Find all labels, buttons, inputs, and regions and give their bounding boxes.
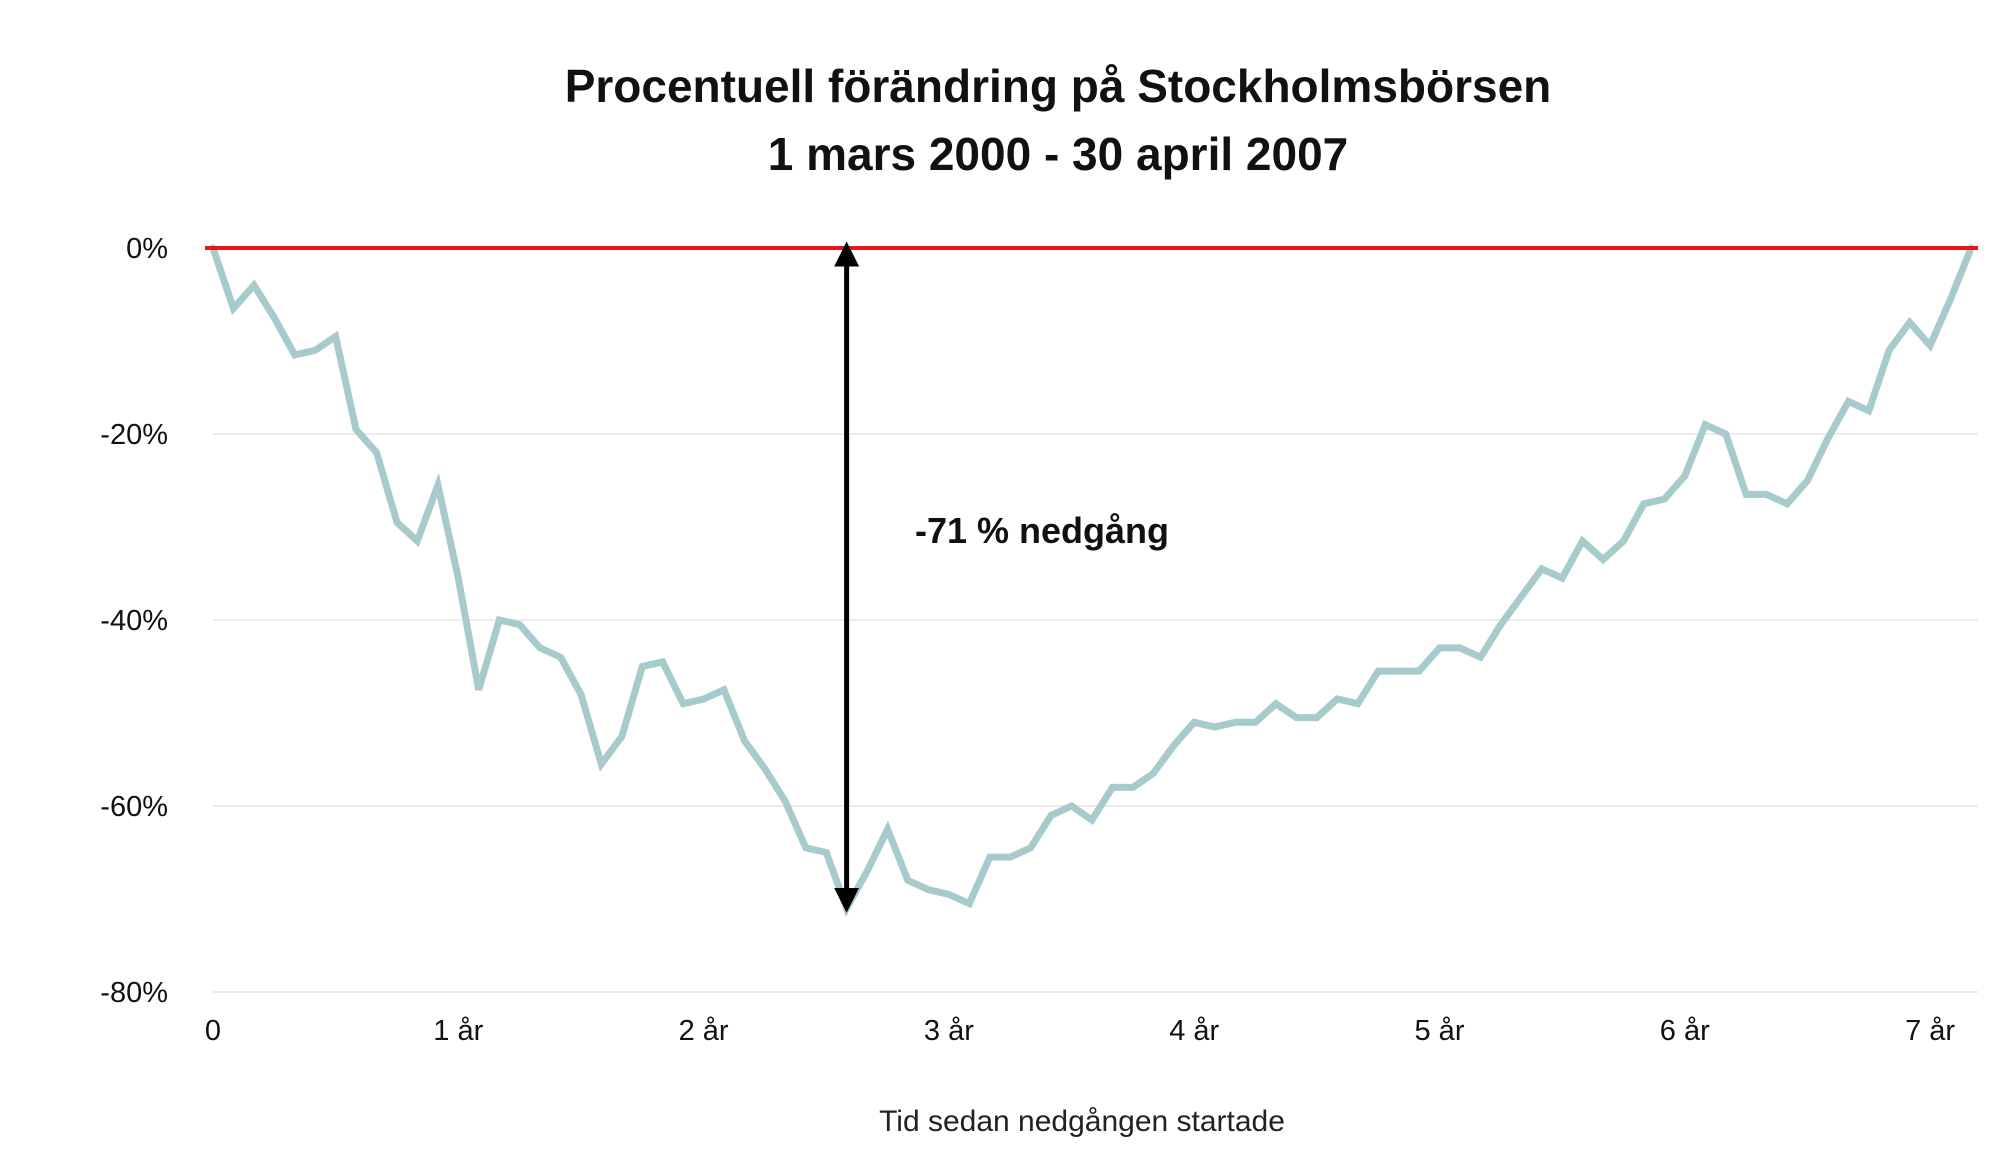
x-tick-label: 6 år bbox=[1660, 1015, 1710, 1047]
y-tick-label: -60% bbox=[100, 791, 168, 823]
x-tick-label: 4 år bbox=[1169, 1015, 1219, 1047]
x-tick-label: 1 år bbox=[433, 1015, 483, 1047]
series-group bbox=[209, 244, 1975, 917]
x-tick-label: 0 bbox=[205, 1015, 221, 1047]
x-axis-ticks: 0 1 år 2 år 3 år 4 år 5 år 6 år 7 år bbox=[205, 1015, 1955, 1047]
chart-title-line1: Procentuell förändring på Stockholmsbörs… bbox=[565, 60, 1552, 112]
x-axis-label: Tid sedan nedgången startade bbox=[879, 1105, 1285, 1138]
y-tick-label: 0% bbox=[126, 233, 168, 265]
chart-title-line2: 1 mars 2000 - 30 april 2007 bbox=[768, 128, 1349, 180]
x-tick-label: 7 år bbox=[1905, 1015, 1955, 1047]
annotation-group: -71 % nedgång bbox=[834, 241, 1169, 913]
series-line-0 bbox=[209, 244, 1975, 917]
y-tick-label: -80% bbox=[100, 977, 168, 1009]
x-tick-label: 5 år bbox=[1415, 1015, 1465, 1047]
y-tick-label: -20% bbox=[100, 419, 168, 451]
x-tick-label: 3 år bbox=[924, 1015, 974, 1047]
x-tick-label: 2 år bbox=[679, 1015, 729, 1047]
drawdown-annotation-label: -71 % nedgång bbox=[915, 510, 1169, 551]
y-tick-label: -40% bbox=[100, 605, 168, 637]
y-axis-ticks: 0% -20% -40% -60% -80% bbox=[100, 233, 168, 1009]
